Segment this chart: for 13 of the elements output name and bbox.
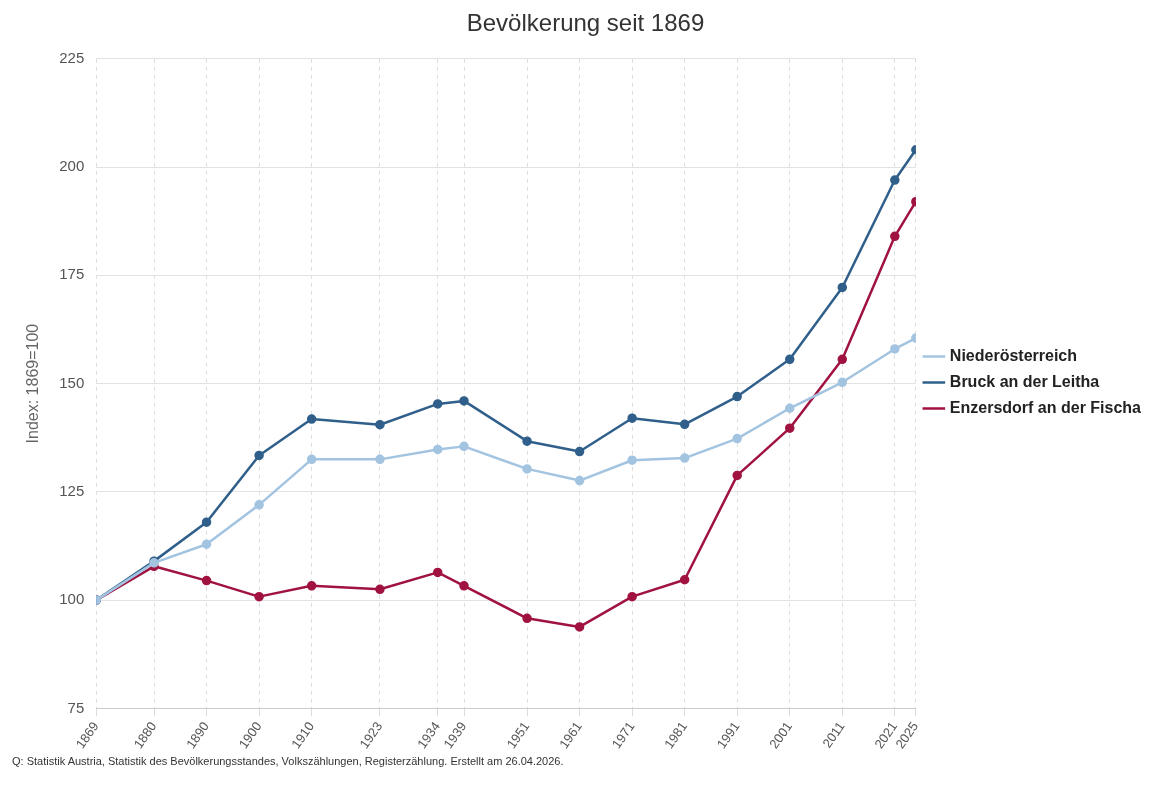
y-tick-label: 150 [59, 373, 85, 391]
y-tick-label: 225 [59, 48, 85, 66]
y-tick-label: 75 [67, 698, 85, 716]
legend-label: Bruck an der Leitha [949, 372, 1100, 390]
y-axis-title: Index: 1869=100 [24, 323, 42, 444]
chart-title: Bevölkerung seit 1869 [466, 9, 705, 37]
legend-label: Enzersdorf an der Fischa [949, 398, 1142, 416]
legend-label: Niederösterreich [949, 346, 1078, 364]
text: Q: Statistik Austria, Statistik des Bevölkerungsstandes, Volkszählungen, Registerzählung. Erstellt am 26.04.2026. [12, 755, 565, 767]
y-tick-label: 175 [59, 265, 85, 283]
y-tick-label: 200 [59, 157, 85, 175]
y-tick-label: 100 [59, 590, 85, 608]
y-tick-label: 125 [59, 481, 85, 499]
